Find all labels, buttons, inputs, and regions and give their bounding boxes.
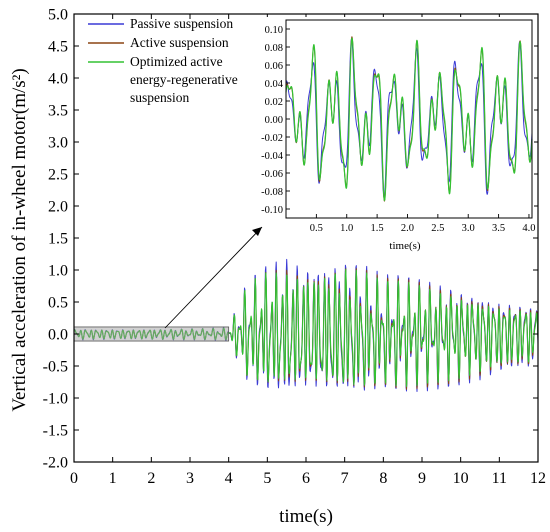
legend-label: Optimized active bbox=[130, 54, 223, 69]
inset-y-tick-label: 0.02 bbox=[265, 97, 283, 108]
zoom-arrow-head bbox=[252, 227, 262, 236]
inset-y-tick-label: 0.08 bbox=[265, 43, 283, 54]
legend: Passive suspension Active suspension Optim… bbox=[88, 16, 238, 105]
x-tick-label: 6 bbox=[302, 470, 310, 487]
inset-x-tick-label: 1.0 bbox=[340, 223, 353, 234]
y-tick-label: -2.0 bbox=[43, 455, 68, 472]
legend-label: suspension bbox=[130, 90, 190, 105]
inset-x-axis-title: time(s) bbox=[389, 240, 420, 252]
inset-y-tick-label: 0.10 bbox=[265, 25, 283, 36]
y-tick-label: 0.0 bbox=[48, 327, 68, 344]
zoom-region-box bbox=[73, 326, 230, 342]
legend-label: Active suspension bbox=[130, 35, 229, 50]
main-series-group bbox=[73, 258, 539, 392]
inset-y-tick-label: -0.02 bbox=[261, 133, 283, 144]
inset-x-tick-label: 4.0 bbox=[522, 223, 535, 234]
y-tick-label: -0.5 bbox=[43, 359, 68, 376]
main-series-line-2 bbox=[73, 269, 539, 387]
inset-y-tick-label: -0.06 bbox=[261, 169, 283, 180]
inset-x-tick-label: 3.5 bbox=[492, 223, 505, 234]
y-tick-label: 2.0 bbox=[48, 199, 68, 216]
x-tick-label: 4 bbox=[225, 470, 233, 487]
inset-series-line-2 bbox=[285, 37, 533, 202]
y-tick-label: 4.5 bbox=[48, 39, 68, 56]
x-tick-label: 10 bbox=[453, 470, 469, 487]
inset-y-tick-label: -0.10 bbox=[261, 205, 283, 216]
inset-y-tick-label: 0.00 bbox=[265, 115, 283, 126]
inset-x-tick-label: 2.0 bbox=[401, 223, 414, 234]
inset-y-tick-label: 0.06 bbox=[265, 61, 283, 72]
x-tick-label: 7 bbox=[341, 470, 349, 487]
inset-x-tick-label: 3.0 bbox=[462, 223, 475, 234]
y-tick-label: 4.0 bbox=[48, 71, 68, 88]
inset-plot: 0.5 1.0 1.5 2.0 2.5 3.0 3.5 4.0 -0.10 -0.08 -0.06 -… bbox=[256, 17, 536, 252]
x-tick-label: 0 bbox=[70, 470, 78, 487]
zoom-connector-arrow bbox=[164, 226, 263, 329]
inset-y-tick-label: 0.04 bbox=[265, 79, 284, 90]
y-tick-label: 2.5 bbox=[48, 167, 68, 184]
x-tick-label: 3 bbox=[186, 470, 194, 487]
y-tick-label: -1.5 bbox=[43, 423, 68, 440]
x-tick-label: 5 bbox=[263, 470, 271, 487]
y-tick-label: 1.5 bbox=[48, 231, 68, 248]
x-tick-label: 11 bbox=[492, 470, 507, 487]
y-tick-label: 3.5 bbox=[48, 103, 68, 120]
x-tick-label: 1 bbox=[109, 470, 117, 487]
y-tick-label: 1.0 bbox=[48, 263, 68, 280]
main-plot: 0 1 2 3 4 5 6 7 8 9 10 11 12-2.0-1.5-1.0-0.50.00.51.… bbox=[9, 7, 546, 528]
main-ticks: 0 1 2 3 4 5 6 7 8 9 10 11 12-2.0-1.5-1.0-0.50.00.51.… bbox=[43, 7, 546, 488]
x-tick-label: 2 bbox=[147, 470, 155, 487]
inset-series-group bbox=[285, 36, 533, 202]
legend-label: Passive suspension bbox=[130, 16, 233, 31]
inset-background bbox=[256, 17, 534, 221]
x-tick-label: 12 bbox=[530, 470, 546, 487]
inset-y-tick-label: -0.04 bbox=[261, 151, 284, 162]
legend-label: energy-regenerative bbox=[130, 72, 238, 87]
y-tick-label: -1.0 bbox=[43, 391, 68, 408]
x-axis-title: time(s) bbox=[279, 506, 333, 527]
y-tick-label: 5.0 bbox=[48, 7, 68, 24]
y-tick-label: 3.0 bbox=[48, 135, 68, 152]
y-axis-title: Vertical acceleration of in-wheel motor(… bbox=[9, 68, 30, 411]
inset-y-tick-label: -0.08 bbox=[261, 187, 283, 198]
x-tick-label: 9 bbox=[418, 470, 426, 487]
inset-ticks: 0.5 1.0 1.5 2.0 2.5 3.0 3.5 4.0 -0.10 -0.08 -0.06 -… bbox=[261, 25, 535, 234]
inset-x-tick-label: 0.5 bbox=[310, 223, 323, 234]
inset-x-tick-label: 1.5 bbox=[371, 223, 384, 234]
x-tick-label: 8 bbox=[379, 470, 387, 487]
inset-x-tick-label: 2.5 bbox=[431, 223, 444, 234]
y-tick-label: 0.5 bbox=[48, 295, 68, 312]
